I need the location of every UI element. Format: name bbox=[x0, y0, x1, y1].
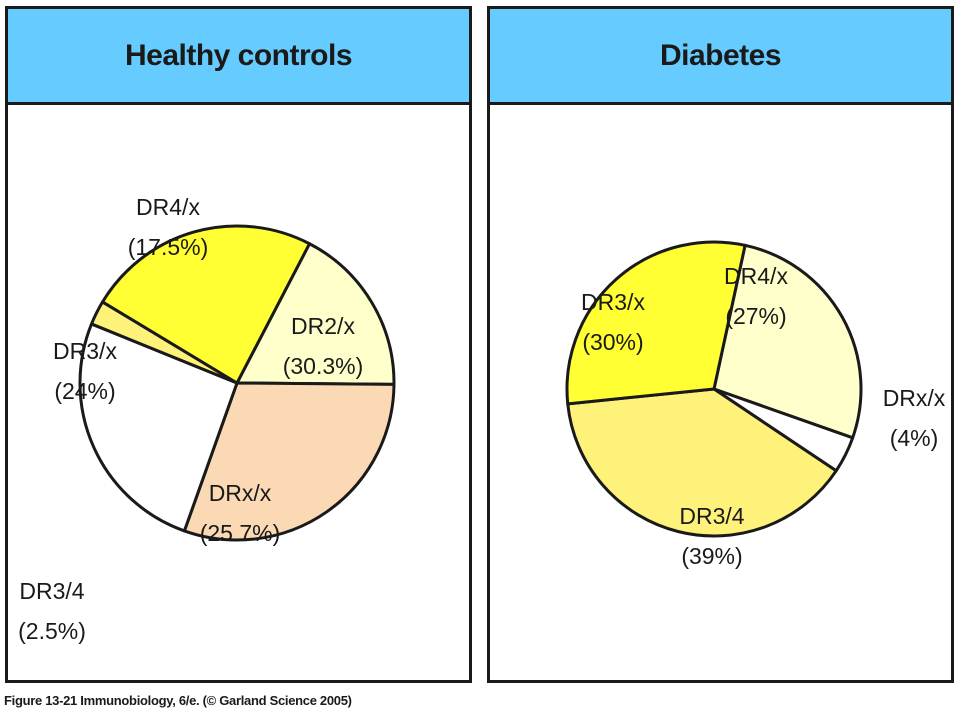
slice-dr3-x bbox=[101, 224, 311, 385]
slice-percent: (2.5%) bbox=[18, 618, 86, 644]
slice-label-drx-x: DRx/x (4%) bbox=[883, 385, 946, 451]
slice-percent: (24%) bbox=[54, 378, 115, 404]
slice-label-dr3-x: DR3/x (24%) bbox=[53, 338, 117, 404]
pie-labels: DR4/x (27%) DRx/x (4%) DR3/4 (39%) DR3/x (30%) bbox=[581, 263, 946, 569]
slice-name: DR3/4 bbox=[679, 503, 744, 529]
slice-name: DRx/x bbox=[209, 480, 272, 506]
slice-label-dr3-x: DR3/x (30%) bbox=[581, 289, 645, 355]
slice-name: DR3/x bbox=[53, 338, 117, 364]
healthy-controls-pie-chart: DR4/x (17.5%) DR2/x (30.3%) DRx/x (25.7%) DR3/… bbox=[18, 194, 396, 644]
slice-label-dr2-x: DR2/x (30.3%) bbox=[283, 313, 364, 379]
diabetes-title: Diabetes bbox=[659, 38, 782, 72]
figure-caption: Figure 13-21 Immunobiology, 6/e. (© Garl… bbox=[4, 693, 352, 708]
slice-percent: (39%) bbox=[681, 543, 742, 569]
slice-dr4-x bbox=[712, 243, 863, 440]
healthy-controls-title: Healthy controls bbox=[124, 38, 353, 72]
slice-name: DR3/x bbox=[581, 289, 645, 315]
slice-percent: (17.5%) bbox=[128, 234, 209, 260]
slice-label-drx-x: DRx/x (25.7%) bbox=[200, 480, 281, 546]
slice-dr3-4 bbox=[566, 387, 838, 538]
healthy-controls-header: Healthy controls bbox=[8, 9, 469, 105]
slice-label-dr4-x: DR4/x (27%) bbox=[724, 263, 788, 329]
slice-percent: (30.3%) bbox=[283, 353, 364, 379]
slice-name: DRx/x bbox=[883, 385, 946, 411]
diabetes-header: Diabetes bbox=[490, 9, 951, 105]
healthy-controls-panel: Healthy controls DR4/x (17.5%) DR2/x (30.3%… bbox=[5, 6, 472, 683]
slice-name: DR4/x bbox=[724, 263, 788, 289]
pie-labels: DR4/x (17.5%) DR2/x (30.3%) DRx/x (25.7%) DR3/… bbox=[18, 194, 363, 644]
slice-label-dr3-4: DR3/4 (2.5%) bbox=[18, 578, 86, 644]
slice-percent: (27%) bbox=[725, 303, 786, 329]
pie-slices bbox=[565, 240, 863, 538]
slice-drx-x bbox=[78, 322, 239, 533]
slice-percent: (25.7%) bbox=[200, 520, 281, 546]
slice-dr4-x bbox=[235, 242, 396, 386]
pie-slices bbox=[78, 224, 396, 542]
slice-label-dr4-x: DR4/x (17.5%) bbox=[128, 194, 209, 260]
slice-label-dr3-4: DR3/4 (39%) bbox=[679, 503, 744, 569]
slice-dr2-x bbox=[182, 381, 396, 542]
slice-name: DR2/x bbox=[291, 313, 355, 339]
slice-dr3-x bbox=[565, 240, 747, 406]
slice-name: DR3/4 bbox=[19, 578, 84, 604]
diabetes-panel: Diabetes DR4/x (27%) DRx/x (4%) DR3/4 (39%) DR… bbox=[487, 6, 954, 683]
slice-percent: (4%) bbox=[890, 425, 939, 451]
slice-percent: (30%) bbox=[582, 329, 643, 355]
slice-name: DR4/x bbox=[136, 194, 200, 220]
diabetes-pie-chart: DR4/x (27%) DRx/x (4%) DR3/4 (39%) DR3/x (30%) bbox=[565, 240, 946, 569]
